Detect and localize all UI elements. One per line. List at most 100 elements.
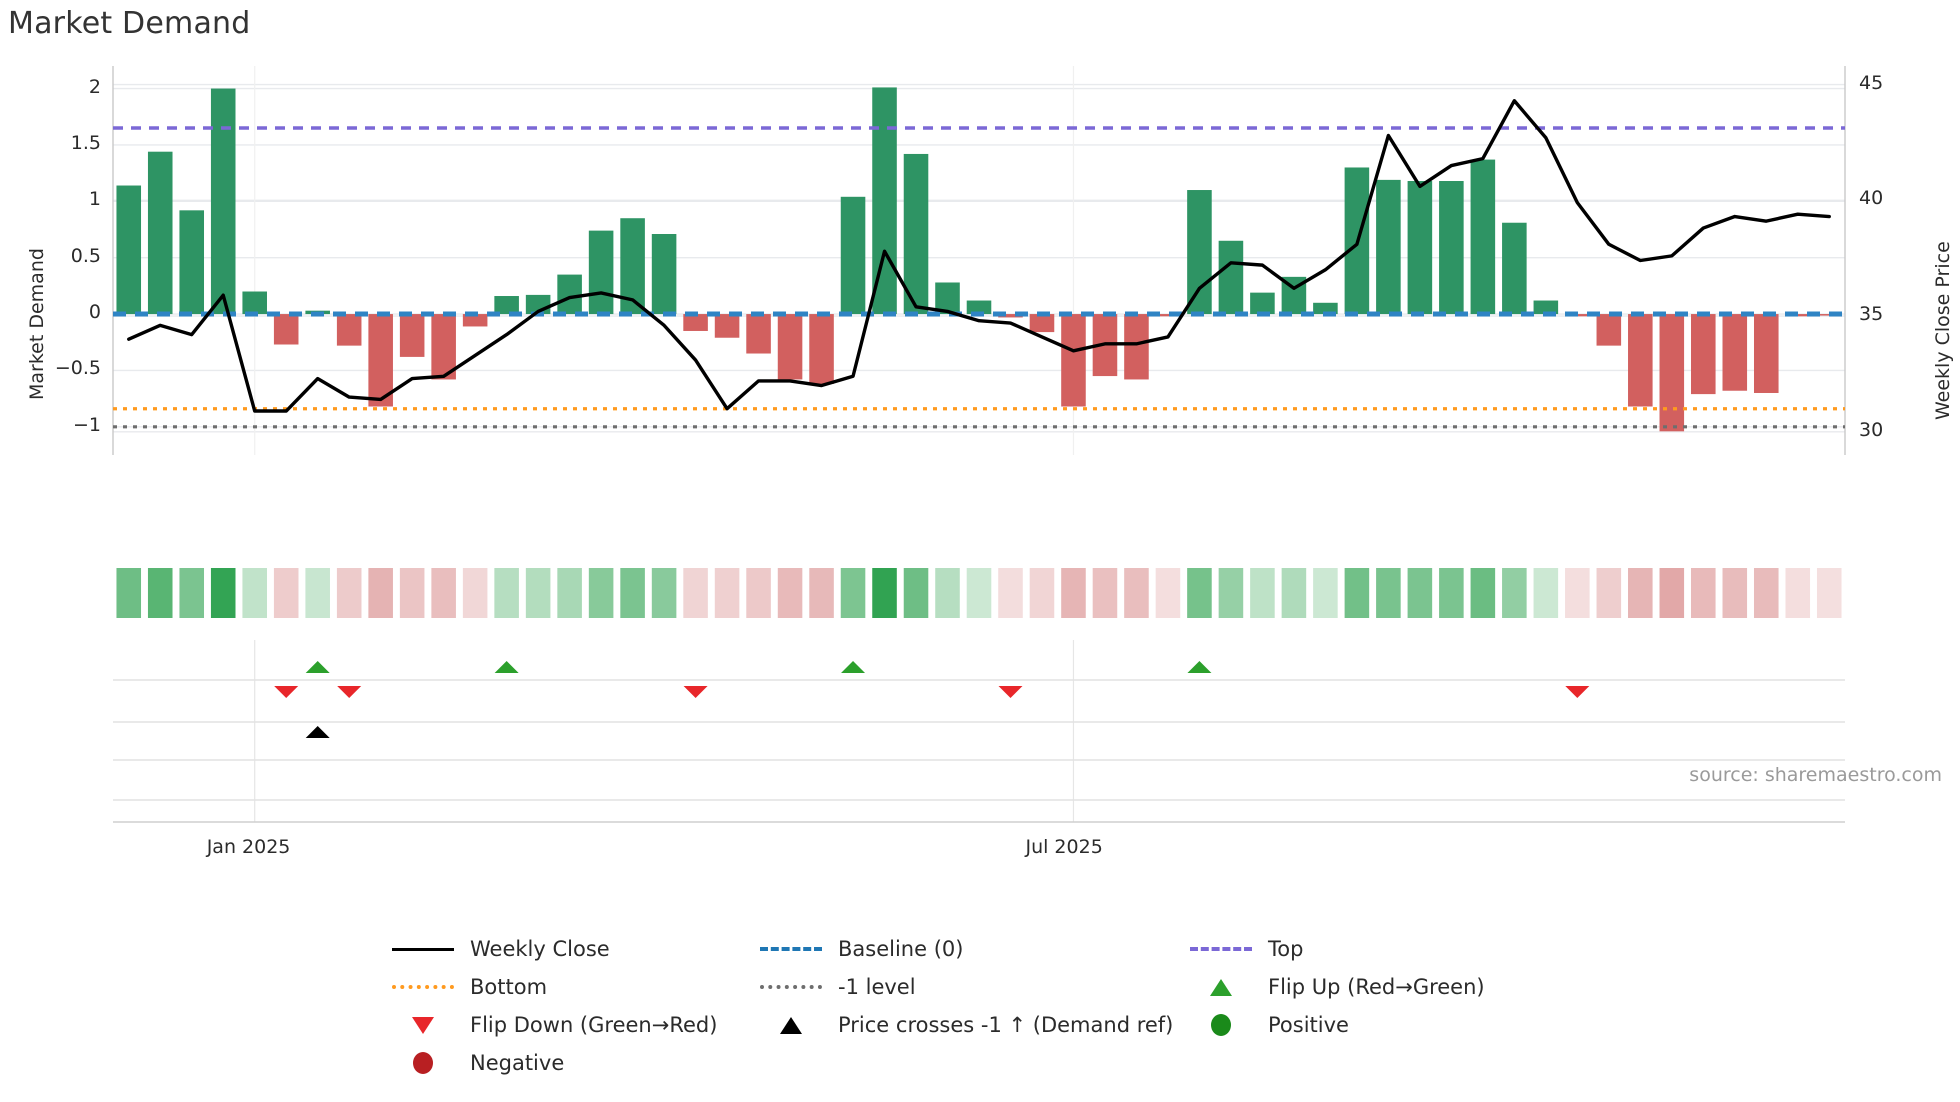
demand-bar-negative[interactable] (746, 314, 771, 354)
heatmap-cell[interactable] (872, 568, 897, 618)
heatmap-cell[interactable] (462, 568, 488, 618)
demand-bar-negative[interactable] (1155, 314, 1181, 317)
demand-bar-negative[interactable] (1061, 314, 1086, 407)
legend-item[interactable]: Negative (390, 1044, 758, 1082)
demand-bar-positive[interactable] (242, 291, 267, 315)
heatmap-cell[interactable] (305, 568, 330, 618)
demand-bar-negative[interactable] (1753, 314, 1779, 393)
demand-bar-positive[interactable] (116, 185, 142, 315)
demand-bar-negative[interactable] (1691, 314, 1716, 395)
demand-bar-positive[interactable] (1313, 302, 1338, 315)
demand-bar-negative[interactable] (683, 314, 708, 331)
flip-up-marker[interactable] (305, 661, 330, 673)
flip-down-marker[interactable] (998, 686, 1023, 698)
demand-bar-negative[interactable] (809, 314, 834, 384)
flip-down-marker[interactable] (274, 686, 299, 698)
demand-bar-negative[interactable] (1596, 314, 1622, 346)
heatmap-cell[interactable] (147, 568, 173, 618)
demand-bar-positive[interactable] (1376, 179, 1401, 315)
demand-bar-positive[interactable] (872, 87, 897, 315)
demand-bar-negative[interactable] (1029, 314, 1055, 333)
heatmap-cell[interactable] (966, 568, 992, 618)
demand-bar-positive[interactable] (1502, 222, 1527, 315)
demand-bar-negative[interactable] (336, 314, 362, 346)
demand-bar-negative[interactable] (368, 314, 393, 407)
heatmap-cell[interactable] (777, 568, 803, 618)
heatmap-cell[interactable] (1565, 568, 1590, 618)
heatmap-cell[interactable] (1281, 568, 1307, 618)
heatmap-cell[interactable] (273, 568, 299, 618)
demand-bar-positive[interactable] (903, 153, 929, 315)
heatmap-cell[interactable] (1816, 568, 1842, 618)
heatmap-cell[interactable] (210, 568, 236, 618)
legend-item[interactable]: -1 level (758, 968, 1188, 1006)
heatmap-cell[interactable] (903, 568, 929, 618)
heatmap-cell[interactable] (179, 568, 205, 618)
heatmap-cell[interactable] (525, 568, 551, 618)
heatmap-cell[interactable] (651, 568, 677, 618)
demand-bar-negative[interactable] (273, 314, 299, 345)
legend-item[interactable]: Positive (1188, 1006, 1588, 1044)
price-cross-marker[interactable] (305, 726, 330, 738)
heatmap-cell[interactable] (1659, 568, 1685, 618)
demand-bar-negative[interactable] (1722, 314, 1748, 391)
heatmap-cell[interactable] (1376, 568, 1401, 618)
heatmap-cell[interactable] (1061, 568, 1086, 618)
heatmap-cell[interactable] (1502, 568, 1527, 618)
heatmap-cell[interactable] (242, 568, 267, 618)
demand-bar-negative[interactable] (1124, 314, 1149, 380)
legend-item[interactable]: Price crosses -1 ↑ (Demand ref) (758, 1006, 1188, 1044)
demand-bar-positive[interactable] (1187, 190, 1212, 315)
demand-bar-negative[interactable] (1659, 314, 1685, 432)
demand-bar-negative[interactable] (431, 314, 456, 380)
demand-bar-positive[interactable] (966, 300, 992, 315)
heatmap-cell[interactable] (1250, 568, 1275, 618)
flip-up-marker[interactable] (841, 661, 866, 673)
demand-bar-positive[interactable] (557, 274, 582, 315)
heatmap-cell[interactable] (431, 568, 456, 618)
demand-bar-positive[interactable] (588, 230, 614, 315)
demand-bar-positive[interactable] (1533, 300, 1559, 315)
legend-item[interactable]: Weekly Close (390, 930, 758, 968)
legend-item[interactable]: Bottom (390, 968, 758, 1006)
demand-bar-positive[interactable] (651, 234, 677, 315)
demand-bar-positive[interactable] (179, 210, 205, 315)
flip-up-marker[interactable] (1187, 661, 1212, 673)
demand-bar-negative[interactable] (777, 314, 803, 380)
legend-item[interactable]: Flip Down (Green→Red) (390, 1006, 758, 1044)
heatmap-cell[interactable] (1124, 568, 1149, 618)
heatmap-cell[interactable] (1753, 568, 1779, 618)
flip-down-marker[interactable] (683, 686, 708, 698)
heatmap-cell[interactable] (557, 568, 582, 618)
heatmap-cell[interactable] (1439, 568, 1464, 618)
demand-bar-positive[interactable] (1250, 292, 1275, 315)
flip-down-marker[interactable] (1565, 686, 1590, 698)
heatmap-cell[interactable] (683, 568, 708, 618)
heatmap-cell[interactable] (1218, 568, 1244, 618)
flip-up-marker[interactable] (494, 661, 519, 673)
demand-bar-negative[interactable] (998, 314, 1023, 318)
heatmap-cell[interactable] (1533, 568, 1559, 618)
flip-down-marker[interactable] (337, 686, 362, 698)
demand-bar-negative[interactable] (714, 314, 740, 338)
demand-bar-positive[interactable] (494, 296, 519, 315)
heatmap-cell[interactable] (1155, 568, 1181, 618)
heatmap-cell[interactable] (1722, 568, 1748, 618)
legend-item[interactable]: Top (1188, 930, 1588, 968)
heatmap-cell[interactable] (1092, 568, 1118, 618)
heatmap-cell[interactable] (588, 568, 614, 618)
heatmap-cell[interactable] (1628, 568, 1653, 618)
heatmap-cell[interactable] (1407, 568, 1433, 618)
heatmap-cell[interactable] (809, 568, 834, 618)
demand-bar-positive[interactable] (147, 151, 173, 315)
heatmap-cell[interactable] (399, 568, 425, 618)
demand-bar-positive[interactable] (1439, 181, 1464, 315)
heatmap-cell[interactable] (620, 568, 645, 618)
heatmap-cell[interactable] (1470, 568, 1496, 618)
legend-item[interactable]: Baseline (0) (758, 930, 1188, 968)
heatmap-cell[interactable] (1785, 568, 1811, 618)
heatmap-cell[interactable] (494, 568, 519, 618)
demand-bar-negative[interactable] (399, 314, 425, 357)
demand-bar-positive[interactable] (1407, 181, 1433, 315)
demand-bar-negative[interactable] (462, 314, 488, 327)
